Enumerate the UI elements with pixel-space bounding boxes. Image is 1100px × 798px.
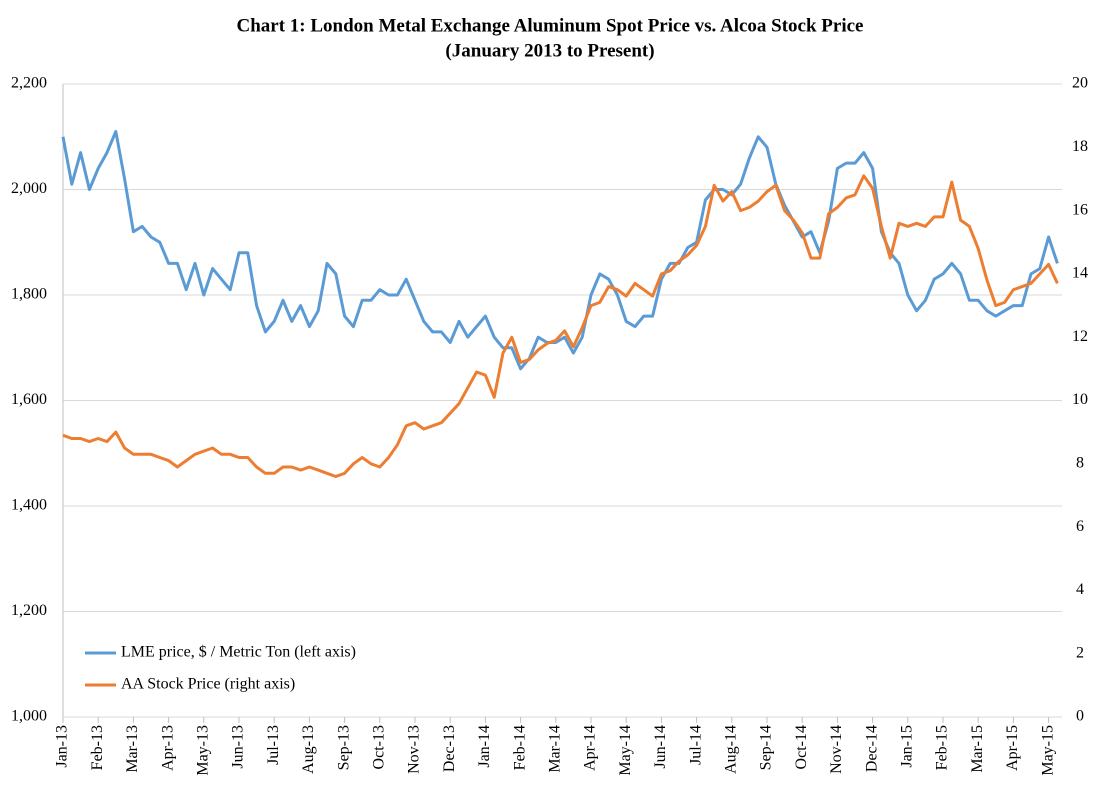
x-tick-label: Jun-14 [652, 725, 669, 769]
x-tick-label: Aug-14 [722, 725, 739, 774]
series-line [62, 174, 1059, 478]
x-tick-label: Oct-14 [793, 725, 810, 769]
x-tick-label: Feb-13 [89, 725, 106, 770]
y2-tick-label: 0 [1076, 708, 1084, 725]
series-line [61, 130, 1059, 371]
x-tick-label: Feb-15 [934, 725, 951, 770]
y-tick-label: 2,000 [11, 180, 47, 197]
x-tick-label: Apr-15 [1004, 725, 1021, 771]
y2-tick-label: 4 [1076, 581, 1084, 598]
x-tick-label: Nov-14 [828, 725, 845, 774]
y2-tick-label: 12 [1072, 328, 1088, 345]
x-tick-label: Dec-14 [863, 725, 880, 772]
y-tick-label: 1,600 [11, 391, 47, 408]
chart-title: Chart 1: London Metal Exchange Aluminum … [237, 15, 864, 36]
y2-tick-label: 8 [1076, 454, 1084, 471]
chart-subtitle: (January 2013 to Present) [445, 40, 654, 61]
x-tick-label: Jan-13 [54, 725, 71, 768]
x-tick-label: May-13 [194, 725, 211, 776]
y2-tick-label: 6 [1076, 518, 1084, 535]
y2-tick-label: 16 [1072, 201, 1088, 218]
y-tick-label: 2,200 [11, 75, 47, 92]
y2-tick-label: 10 [1072, 391, 1088, 408]
x-tick-label: Jan-15 [898, 725, 915, 768]
x-tick-label: Sep-13 [335, 725, 352, 770]
x-tick-label: Apr-14 [582, 725, 599, 771]
y-tick-label: 1,200 [11, 602, 47, 619]
x-tick-label: Nov-13 [406, 725, 423, 774]
x-tick-label: Jul-14 [687, 725, 704, 765]
y2-tick-label: 2 [1076, 644, 1084, 661]
x-tick-label: May-14 [617, 725, 634, 776]
x-tick-label: Dec-13 [441, 725, 458, 772]
y-tick-label: 1,400 [11, 497, 47, 514]
x-tick-label: Apr-13 [159, 725, 176, 771]
y2-tick-label: 14 [1072, 265, 1088, 282]
x-tick-label: Oct-13 [370, 725, 387, 769]
y2-tick-label: 18 [1072, 138, 1088, 155]
x-tick-label: Jan-14 [476, 725, 493, 768]
x-tick-label: Mar-15 [969, 725, 986, 773]
x-tick-label: Mar-14 [546, 725, 563, 773]
x-tick-label: Aug-13 [300, 725, 317, 774]
x-tick-label: May-15 [1039, 725, 1056, 776]
x-tick-label: Mar-13 [124, 725, 141, 773]
x-tick-label: Sep-14 [758, 725, 775, 770]
legend-label: AA Stock Price (right axis) [121, 676, 295, 693]
y2-tick-label: 20 [1072, 75, 1088, 92]
x-tick-label: Jul-13 [265, 725, 282, 765]
x-tick-label: Jun-13 [230, 725, 247, 769]
x-tick-label: Feb-14 [511, 725, 528, 770]
y-tick-label: 1,000 [11, 708, 47, 725]
legend-label: LME price, $ / Metric Ton (left axis) [121, 644, 356, 661]
y-tick-label: 1,800 [11, 286, 47, 303]
